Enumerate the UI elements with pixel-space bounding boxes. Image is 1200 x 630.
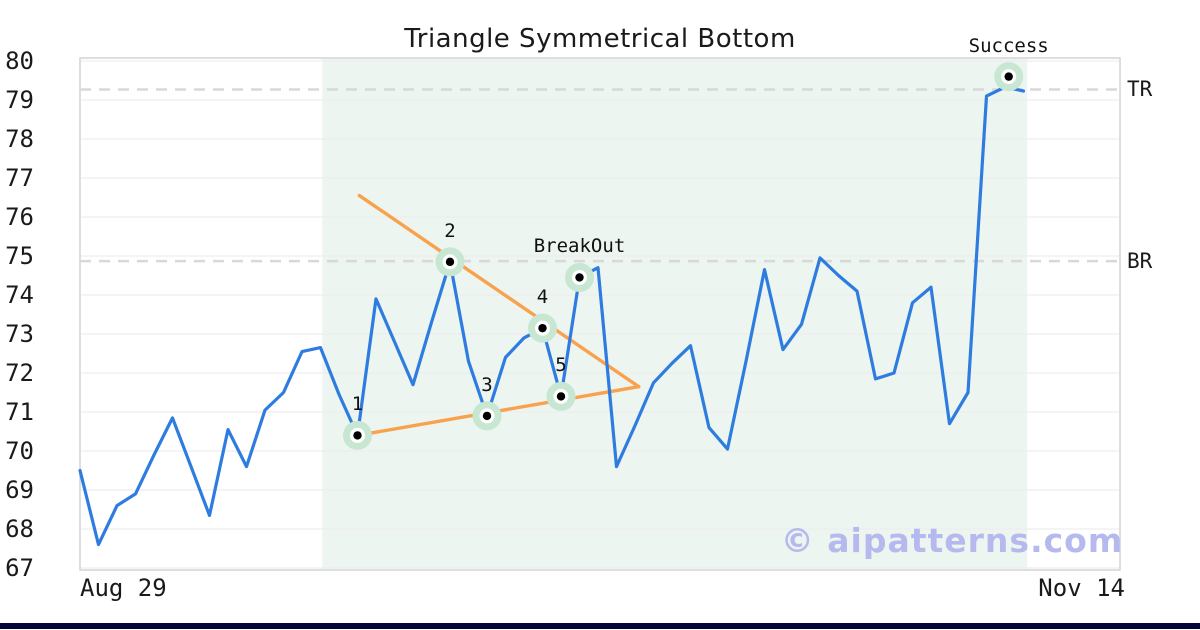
pattern-point-marker-dot — [1004, 72, 1013, 81]
pattern-point-label-3: 3 — [481, 373, 493, 396]
y-axis-tick-label: 79 — [5, 86, 34, 114]
y-axis-tick-label: 70 — [5, 437, 34, 465]
y-axis-tick-label: 71 — [5, 398, 34, 426]
y-axis-tick-label: 78 — [5, 125, 34, 153]
pattern-point-marker-dot — [538, 323, 547, 333]
y-axis-tick-label: 69 — [5, 476, 34, 504]
price-line — [78, 85, 1026, 547]
pattern-point-marker-dot — [482, 411, 492, 421]
watermark: © aipatterns.com — [780, 521, 1124, 560]
pattern-point-marker-dot — [445, 257, 455, 267]
y-axis-tick-label: 75 — [5, 242, 34, 270]
pattern-point-label-4: 4 — [536, 286, 549, 309]
tr-level-label: TR — [1127, 77, 1153, 102]
pattern-point-marker-dot — [575, 273, 584, 282]
y-axis-tick-label: 67 — [5, 554, 34, 582]
pattern-point-label-5: 5 — [555, 354, 567, 377]
upper-converging-line — [357, 193, 641, 389]
bottom-bar — [0, 623, 1200, 629]
pattern-point-label-2: 2 — [444, 219, 456, 242]
chart-title: Triangle Symmetrical Bottom — [404, 24, 796, 54]
y-axis-tick-label: 68 — [5, 515, 34, 543]
pattern-point-marker-dot — [353, 431, 362, 440]
y-axis-tick-label: 73 — [5, 320, 34, 348]
x-axis-start-tick: Aug 29 — [80, 574, 167, 602]
pattern-point-marker-dot — [556, 392, 566, 401]
y-axis-tick-label: 76 — [5, 203, 34, 231]
br-level-label: BR — [1127, 249, 1153, 274]
y-axis-tick-label: 80 — [5, 47, 34, 75]
pattern-point-label-breakout: BreakOut — [533, 235, 626, 258]
x-axis-end-tick: Nov 14 — [1038, 574, 1125, 602]
y-axis-tick-label: 77 — [5, 164, 34, 192]
pattern-point-label-success: Success — [968, 34, 1049, 57]
pattern-shaded-region — [322, 59, 1028, 569]
y-axis-tick-label: 74 — [5, 281, 34, 309]
y-axis-tick-label: 72 — [5, 359, 34, 387]
pattern-point-label-1: 1 — [351, 393, 364, 416]
plot-frame — [79, 57, 1121, 571]
